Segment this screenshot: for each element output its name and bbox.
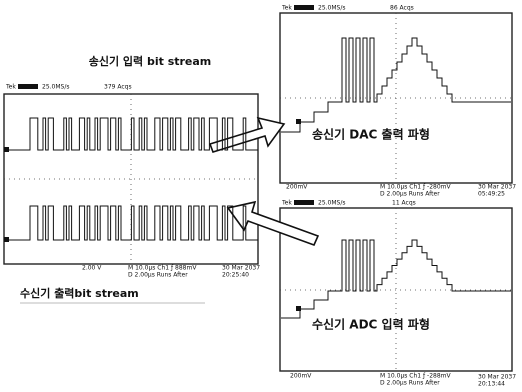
scope-header: 379 Acqs	[104, 84, 132, 91]
scope-footer: 20:13:44	[478, 381, 505, 388]
scope-header: Tek	[281, 200, 292, 207]
scope-footer: 200mV	[290, 373, 312, 380]
scope-label: 송신기 DAC 출력 파형	[312, 127, 430, 142]
scope-footer: 2.00 V	[82, 265, 102, 272]
scope-label: 수신기 ADC 입력 파형	[312, 317, 430, 332]
marker	[296, 119, 301, 124]
scope-header: 25.0MS/s	[318, 5, 346, 12]
scope-footer: D 2.00µs Runs After	[128, 272, 188, 279]
marker	[4, 147, 9, 152]
scope-footer: 05:49:25	[478, 191, 505, 198]
caption: 수신기 출력bit stream	[20, 286, 139, 300]
scope-footer: 30 Mar 2037	[478, 374, 516, 381]
scope-screen	[280, 208, 512, 371]
header-bar	[18, 84, 38, 89]
scope-header: 25.0MS/s	[42, 84, 70, 91]
figure: 송신기 입력 bit stream Tek 25.0MS/s 379 Acqs …	[0, 0, 522, 392]
scope-header: 86 Acqs	[390, 5, 414, 12]
scope-footer: M 10.0µs Ch1 ƒ -280mV	[380, 184, 451, 191]
scope-footer: 30 Mar 2037	[222, 265, 260, 272]
header-bar	[294, 5, 314, 10]
scope-footer: D 2.00µs Runs After	[380, 191, 440, 198]
scope-footer: 200mV	[286, 184, 308, 191]
scope-footer: 30 Mar 2037	[478, 184, 516, 191]
scope-header: 25.0MS/s	[318, 200, 346, 207]
header-bar	[294, 200, 314, 205]
scope-header: Tek	[5, 84, 16, 91]
marker	[4, 237, 9, 242]
scope-header: Tek	[281, 5, 292, 12]
scope-footer: M 10.0µs Ch1 ƒ 888mV	[128, 265, 197, 272]
scope-footer: 20:25:40	[222, 272, 249, 279]
scope-footer: M 10.0µs Ch1 ƒ -288mV	[380, 373, 451, 380]
scope-footer: D 2.00µs Runs After	[380, 380, 440, 387]
title: 송신기 입력 bit stream	[89, 54, 212, 68]
marker	[296, 306, 301, 311]
scope-header: 11 Acqs	[392, 200, 416, 207]
